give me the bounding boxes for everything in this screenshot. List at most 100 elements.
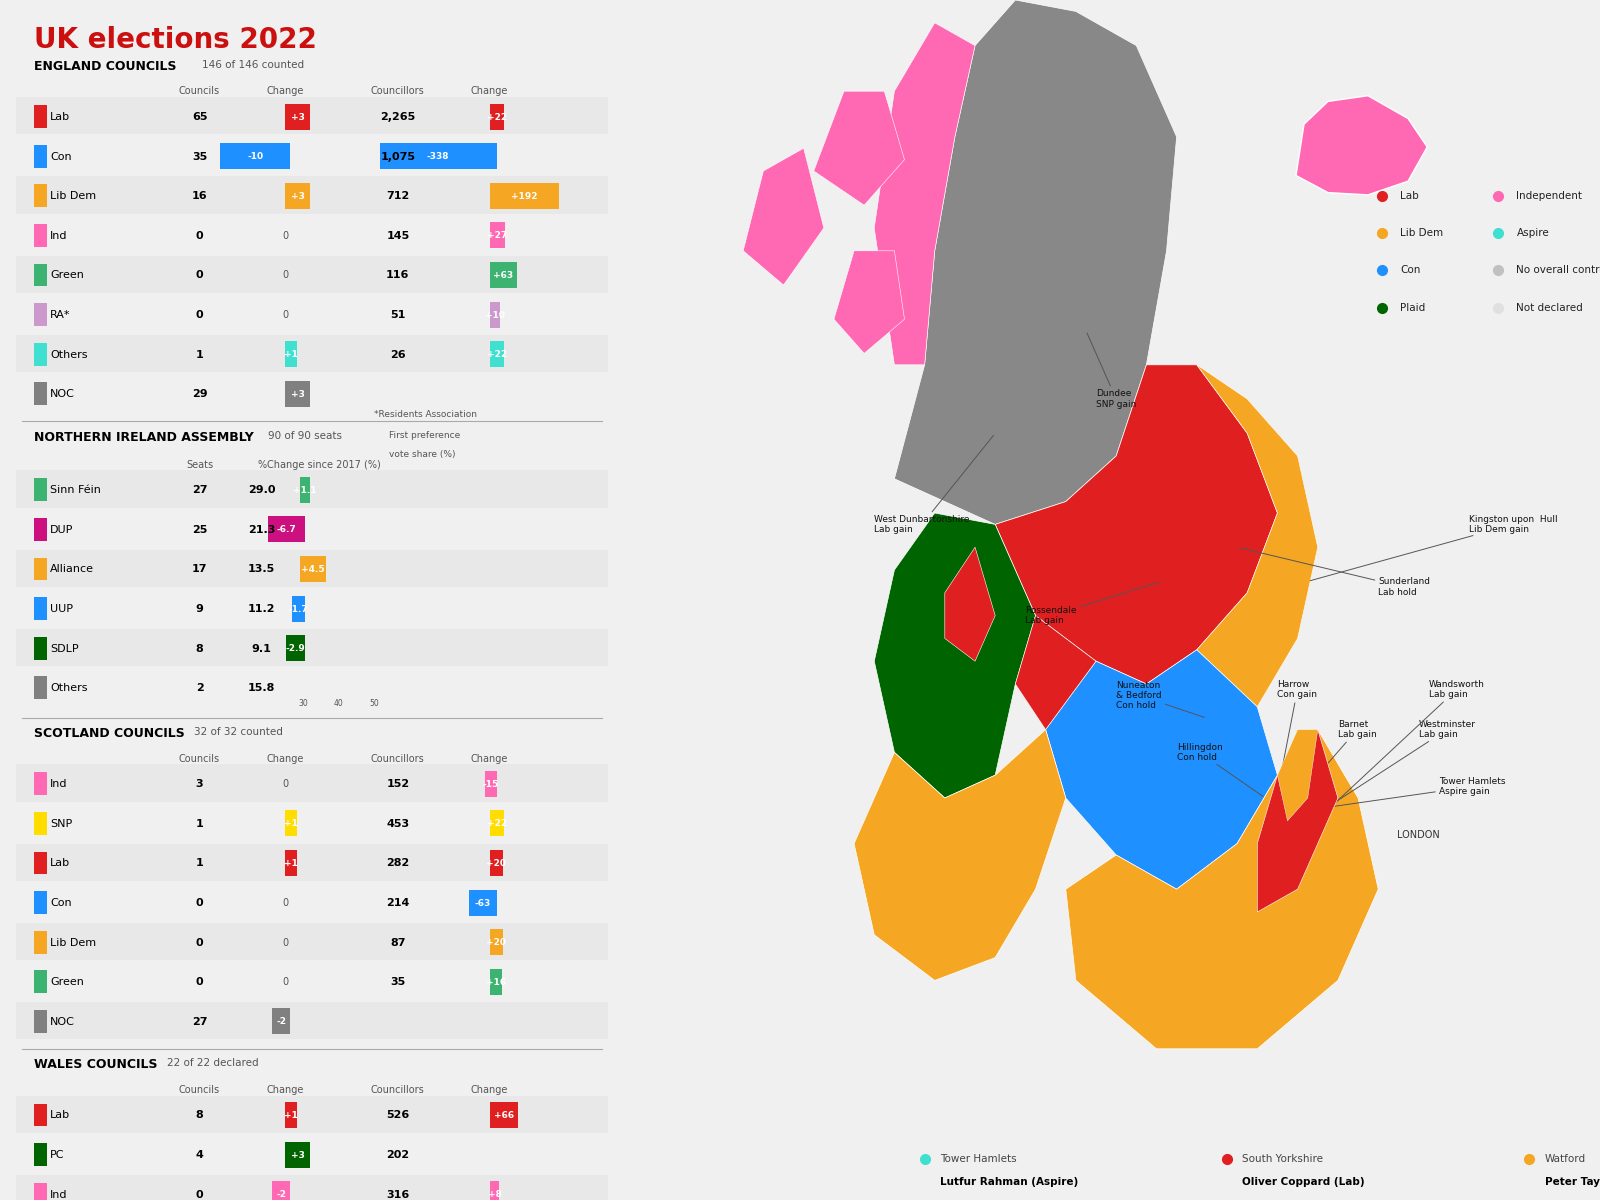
Text: 152: 152 — [386, 779, 410, 790]
Bar — [285, 1102, 296, 1128]
Bar — [490, 850, 504, 876]
Bar — [16, 256, 608, 293]
Text: Tower Hamlets: Tower Hamlets — [939, 1154, 1016, 1164]
Text: Councils: Councils — [179, 754, 221, 763]
Text: Westminster
Lab gain: Westminster Lab gain — [1299, 720, 1475, 824]
Text: 214: 214 — [386, 898, 410, 908]
Text: 453: 453 — [386, 818, 410, 829]
Polygon shape — [1066, 730, 1378, 1049]
Text: +22: +22 — [486, 820, 507, 828]
Text: LONDON: LONDON — [1397, 830, 1440, 840]
Polygon shape — [944, 547, 995, 661]
Bar — [285, 1141, 310, 1168]
Text: Change: Change — [267, 86, 304, 96]
Text: 2: 2 — [195, 683, 203, 694]
Bar — [16, 883, 608, 920]
Text: Sunderland
Lab hold: Sunderland Lab hold — [1240, 548, 1430, 596]
Bar — [285, 810, 296, 836]
Bar — [16, 335, 608, 372]
Bar — [34, 343, 46, 366]
Text: SNP: SNP — [50, 818, 72, 829]
Bar — [16, 1096, 608, 1133]
Text: Independent: Independent — [1517, 191, 1582, 200]
Bar — [285, 850, 296, 876]
Text: 9.1: 9.1 — [251, 643, 272, 654]
Text: Lab: Lab — [50, 112, 70, 122]
Text: Barnet
Lab gain: Barnet Lab gain — [1294, 720, 1376, 802]
Text: Alliance: Alliance — [50, 564, 94, 575]
Text: RA*: RA* — [50, 310, 70, 320]
Text: -2: -2 — [277, 1190, 286, 1199]
Text: 116: 116 — [386, 270, 410, 281]
Text: WALES COUNCILS: WALES COUNCILS — [34, 1058, 157, 1072]
Text: Lab: Lab — [50, 858, 70, 869]
Bar — [16, 550, 608, 587]
Text: 51: 51 — [390, 310, 405, 320]
Text: Change since 2017 (%): Change since 2017 (%) — [267, 460, 381, 469]
Text: -2.9: -2.9 — [286, 644, 306, 653]
Polygon shape — [834, 251, 904, 353]
Text: 146 of 146 counted: 146 of 146 counted — [203, 60, 304, 70]
Text: Lutfur Rahman (Aspire): Lutfur Rahman (Aspire) — [939, 1176, 1078, 1187]
Polygon shape — [742, 148, 824, 284]
Text: Councillors: Councillors — [371, 1085, 424, 1094]
Text: %: % — [258, 460, 266, 469]
Bar — [34, 558, 46, 581]
Bar — [34, 1104, 46, 1127]
Bar — [301, 476, 310, 503]
Text: Sinn Féin: Sinn Féin — [50, 485, 101, 496]
Text: 145: 145 — [386, 230, 410, 241]
Text: Others: Others — [50, 683, 88, 694]
Bar — [16, 589, 608, 626]
Text: SCOTLAND COUNCILS: SCOTLAND COUNCILS — [34, 727, 184, 740]
Polygon shape — [874, 514, 1035, 798]
Bar — [16, 923, 608, 960]
Text: +66: +66 — [494, 1111, 514, 1120]
Polygon shape — [1296, 96, 1427, 194]
Text: +3: +3 — [291, 192, 304, 200]
Bar — [34, 892, 46, 914]
Text: *Residents Association: *Residents Association — [374, 410, 477, 420]
Text: 0: 0 — [282, 270, 288, 281]
Bar — [16, 1175, 608, 1200]
Text: 8: 8 — [195, 643, 203, 654]
Text: 17: 17 — [192, 564, 208, 575]
Bar — [490, 1102, 518, 1128]
Text: 32 of 32 counted: 32 of 32 counted — [194, 727, 283, 737]
Text: Lab: Lab — [50, 1110, 70, 1121]
Text: 8: 8 — [195, 1110, 203, 1121]
Bar — [490, 262, 517, 288]
Text: +1: +1 — [285, 350, 298, 359]
Text: Change: Change — [470, 754, 509, 763]
Text: 0: 0 — [282, 230, 288, 241]
Polygon shape — [814, 91, 904, 205]
Bar — [16, 629, 608, 666]
Text: First preference: First preference — [389, 431, 461, 440]
Text: Ind: Ind — [50, 230, 67, 241]
Text: 16: 16 — [192, 191, 208, 202]
Text: 50: 50 — [370, 698, 379, 708]
Text: +4.5: +4.5 — [301, 565, 325, 574]
Text: 282: 282 — [386, 858, 410, 869]
Text: 29: 29 — [192, 389, 208, 400]
Text: 90 of 90 seats: 90 of 90 seats — [267, 431, 342, 440]
Bar — [16, 844, 608, 881]
Text: +1: +1 — [285, 1111, 298, 1120]
Text: Hillingdon
Con hold: Hillingdon Con hold — [1176, 743, 1262, 797]
Bar — [490, 810, 504, 836]
Text: Lib Dem: Lib Dem — [50, 191, 96, 202]
Text: -2: -2 — [277, 1018, 286, 1026]
Text: 15.8: 15.8 — [248, 683, 275, 694]
Bar — [34, 971, 46, 994]
Text: Others: Others — [50, 349, 88, 360]
Text: 0: 0 — [282, 779, 288, 790]
Bar — [490, 103, 504, 130]
Text: Ind: Ind — [50, 1189, 67, 1200]
Text: 202: 202 — [386, 1150, 410, 1160]
Text: South Yorkshire: South Yorkshire — [1242, 1154, 1323, 1164]
Text: Con: Con — [1400, 265, 1421, 276]
Text: UK elections 2022: UK elections 2022 — [34, 26, 317, 54]
Polygon shape — [894, 0, 1176, 524]
Bar — [34, 1010, 46, 1033]
Text: 0: 0 — [282, 937, 288, 948]
